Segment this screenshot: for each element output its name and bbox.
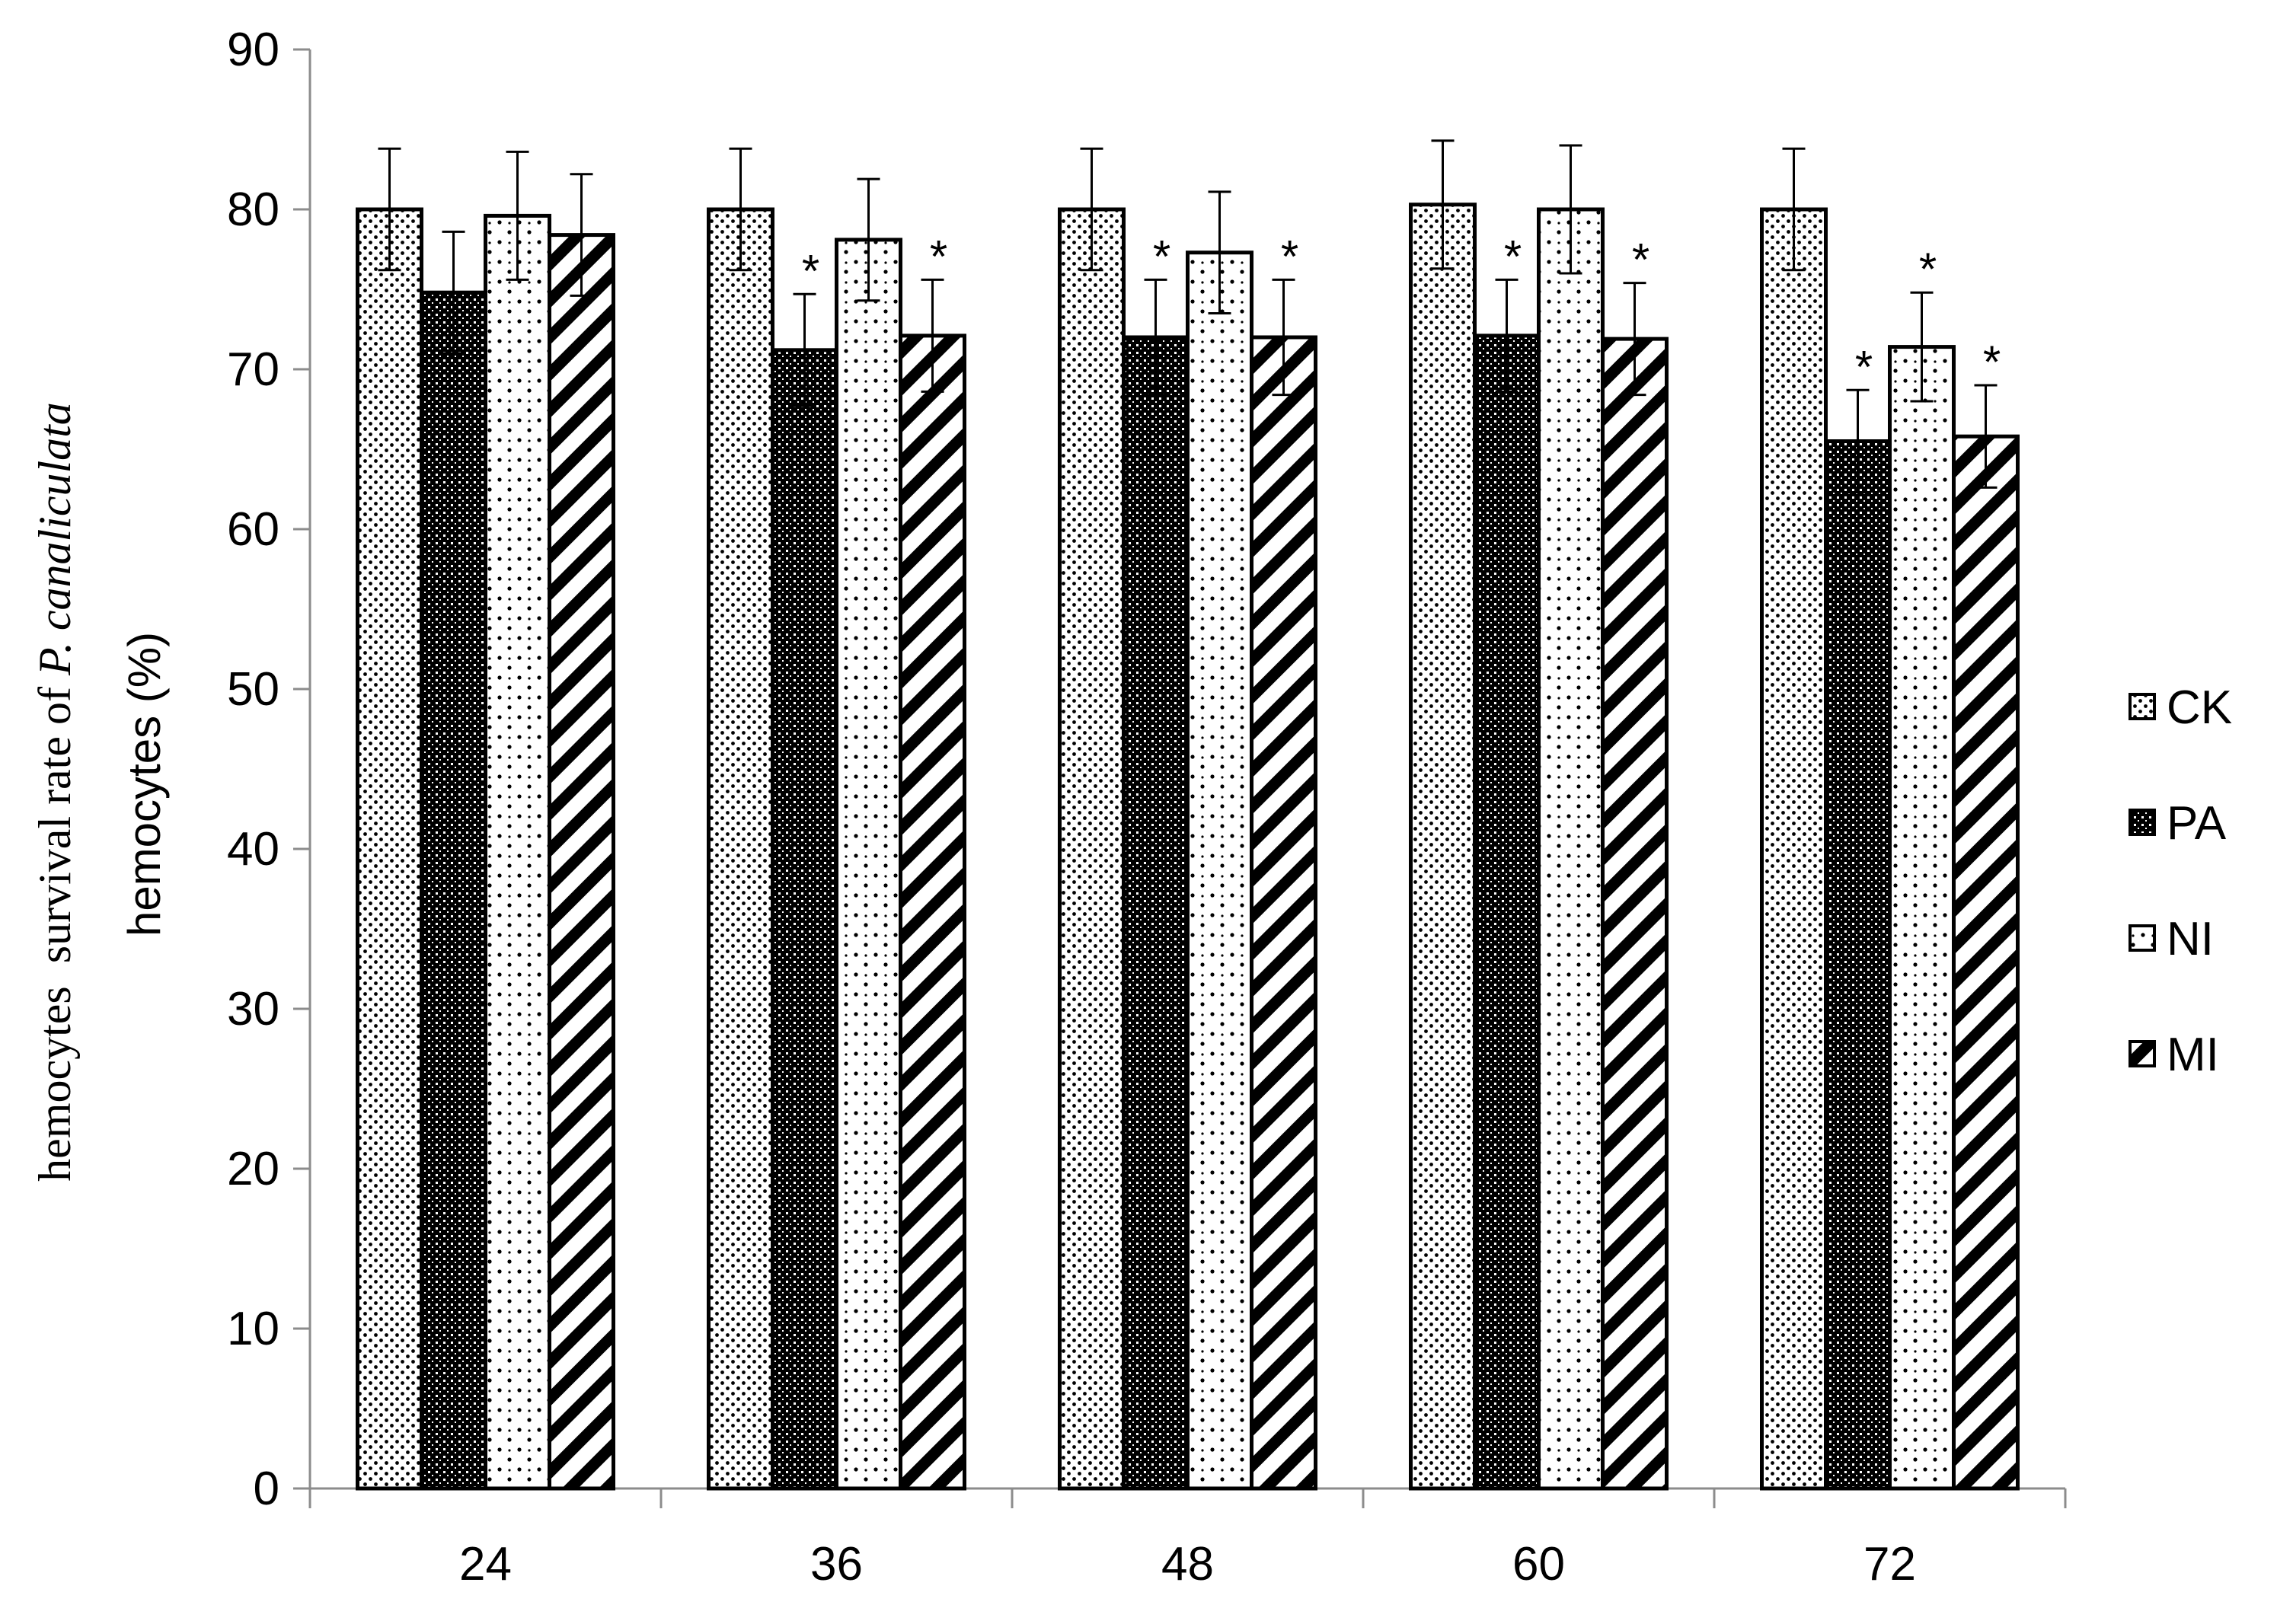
significance-marker: * (1504, 231, 1522, 282)
bar-pa (420, 290, 487, 1491)
y-tick-label: 20 (227, 1143, 279, 1195)
y-tick-label: 70 (227, 343, 279, 396)
significance-marker: * (1919, 244, 1937, 295)
x-tick-label: 60 (1512, 1538, 1565, 1590)
bar-pa (1122, 335, 1190, 1491)
y-tick-label: 50 (227, 663, 279, 716)
y-tick-label: 30 (227, 983, 279, 1035)
bar-mi (899, 333, 966, 1491)
bar-ck (1760, 207, 1828, 1491)
bar-pa (1473, 333, 1541, 1491)
legend-label-pa: PA (2167, 797, 2227, 850)
legend-label-mi: MI (2167, 1029, 2219, 1081)
y-tick-label: 0 (254, 1463, 279, 1515)
y-tick-label: 80 (227, 183, 279, 236)
legend-swatch-pa (2128, 809, 2156, 836)
y-tick-label: 90 (227, 24, 279, 76)
bar-pa (1824, 439, 1892, 1491)
x-tick-label: 72 (1863, 1538, 1916, 1590)
y-axis-title-line2: hemocytes (%) (119, 632, 170, 936)
y-tick-label: 60 (227, 503, 279, 556)
legend: CK PA NI MI (2128, 681, 2232, 1081)
y-tick-label: 10 (227, 1303, 279, 1355)
bar-ni (835, 238, 902, 1491)
significance-marker: * (802, 245, 819, 296)
legend-swatch-ni (2128, 924, 2156, 952)
y-axis-title-line1: hemocytes survival rate of P. canalicula… (30, 402, 80, 1182)
legend-swatch-ck (2128, 693, 2156, 720)
legend-label-ck: CK (2167, 681, 2232, 734)
legend-label-ni: NI (2167, 913, 2214, 965)
bars: * * * * * * * * * (356, 139, 2020, 1491)
bar-ck (356, 207, 423, 1491)
legend-swatch-mi (2128, 1040, 2156, 1067)
x-tick-label: 48 (1161, 1538, 1214, 1590)
bar-ni (484, 213, 551, 1491)
x-tick-label: 36 (810, 1538, 863, 1590)
x-tick-label: 24 (459, 1538, 512, 1590)
significance-marker: * (1153, 231, 1170, 282)
bar-ck (1058, 207, 1126, 1491)
bar-ck (707, 207, 774, 1491)
bar-mi (1952, 434, 2020, 1491)
significance-marker: * (1855, 341, 1873, 392)
bar-mi (1601, 337, 1669, 1491)
bar-ni (1186, 250, 1253, 1491)
bar-pa (771, 348, 838, 1491)
axes: 0 10 20 30 40 50 60 70 80 90 24 36 48 60 72 (227, 24, 2067, 1590)
significance-marker: * (1632, 235, 1649, 286)
significance-marker: * (1983, 337, 2001, 388)
bar-mi (1250, 335, 1317, 1491)
bar-mi (548, 233, 615, 1491)
significance-marker: * (930, 231, 947, 282)
bar-ni (1888, 345, 1956, 1491)
y-tick-label: 40 (227, 823, 279, 876)
significance-marker: * (1281, 231, 1298, 282)
bar-ni (1537, 207, 1605, 1491)
bar-ck (1409, 203, 1477, 1491)
